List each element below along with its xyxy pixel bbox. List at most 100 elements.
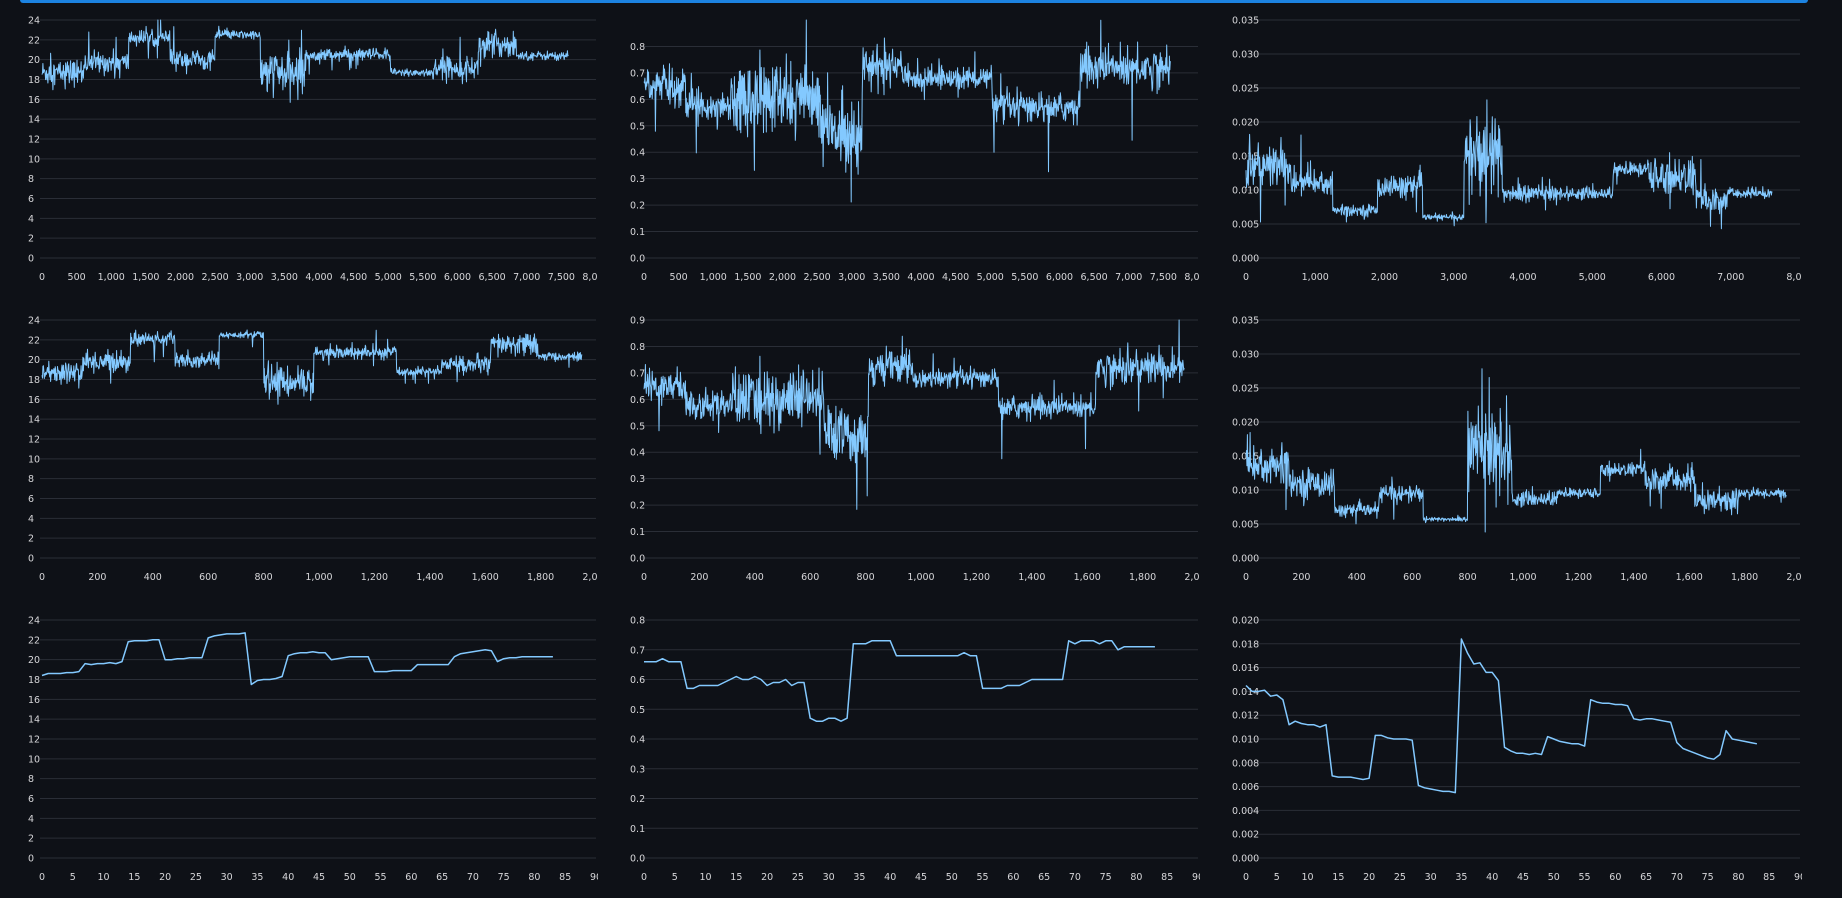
- y-tick-label: 0.9: [630, 316, 645, 327]
- x-tick-label: 6,000: [444, 272, 471, 283]
- x-tick-label: 75: [1702, 872, 1714, 883]
- y-tick-label: 0.1: [630, 227, 645, 238]
- y-tick-label: 0.000: [1232, 554, 1259, 565]
- y-tick-label: 4: [28, 814, 34, 825]
- y-tick-label: 0.8: [630, 616, 645, 627]
- x-tick-label: 15: [730, 872, 742, 883]
- y-tick-label: 20: [28, 355, 40, 366]
- y-tick-label: 0.6: [630, 395, 645, 406]
- x-tick-label: 1,200: [1565, 572, 1592, 583]
- y-tick-label: 8: [28, 774, 34, 785]
- y-tick-label: 14: [28, 115, 40, 126]
- x-tick-label: 10: [1302, 872, 1314, 883]
- x-tick-label: 0: [1243, 872, 1249, 883]
- y-tick-label: 24: [28, 316, 40, 327]
- chart-svg: 0.000 0.002 0.004 0.006 0.008 0.010 0.012 0.014…: [1232, 616, 1806, 884]
- x-tick-label: 7,500: [1150, 272, 1177, 283]
- x-tick-label: 3,000: [1440, 272, 1467, 283]
- x-tick-label: 55: [977, 872, 989, 883]
- y-tick-label: 2: [28, 234, 34, 245]
- y-tick-label: 22: [28, 635, 40, 646]
- y-tick-label: 0.015: [1232, 152, 1259, 163]
- y-tick-label: 0.000: [1232, 854, 1259, 865]
- line-chart-2: 0.0 0.1 0.2 0.3 0.4 0.5 0.6 0.7 0.8 0 500 1,000 1,50…: [602, 4, 1212, 294]
- x-tick-label: 2,500: [804, 272, 831, 283]
- x-tick-label: 30: [1425, 872, 1437, 883]
- series-line: [41, 19, 569, 103]
- x-tick-label: 1,000: [98, 272, 125, 283]
- line-chart-7: 0 2 4 6 8 10 12 14 16 18 20 22 24 0 5 10 15 20 25 30 35 40 45 5…: [0, 604, 602, 894]
- x-tick-label: 1,500: [734, 272, 761, 283]
- y-tick-label: 22: [28, 335, 40, 346]
- x-tick-label: 85: [1763, 872, 1775, 883]
- x-tick-label: 5,500: [1011, 272, 1038, 283]
- x-tick-label: 5,000: [977, 272, 1004, 283]
- y-tick-label: 0.002: [1232, 830, 1259, 841]
- x-tick-label: 8,000: [1786, 272, 1802, 283]
- x-tick-label: 4,500: [942, 272, 969, 283]
- x-tick-label: 500: [670, 272, 688, 283]
- y-tick-label: 0: [28, 854, 34, 865]
- y-tick-label: 0.020: [1232, 118, 1259, 129]
- line-chart-9: 0.000 0.002 0.004 0.006 0.008 0.010 0.012 0.014…: [1204, 604, 1806, 894]
- x-tick-label: 1,600: [472, 572, 499, 583]
- y-tick-label: 0.016: [1232, 663, 1259, 674]
- y-tick-label: 6: [28, 494, 34, 505]
- x-tick-label: 2,000: [167, 272, 194, 283]
- x-tick-label: 85: [1161, 872, 1173, 883]
- x-tick-label: 600: [1403, 572, 1421, 583]
- y-tick-label: 16: [28, 695, 40, 706]
- x-tick-label: 55: [375, 872, 387, 883]
- chart-svg: 0.0 0.1 0.2 0.3 0.4 0.5 0.6 0.7 0.8 0 500 1,000 1,50…: [630, 19, 1212, 283]
- y-tick-label: 0.1: [630, 824, 645, 835]
- series-line: [41, 329, 583, 405]
- x-tick-label: 7,000: [1717, 272, 1744, 283]
- x-tick-label: 2,000: [582, 572, 598, 583]
- y-tick-label: 0.010: [1232, 486, 1259, 497]
- y-tick-label: 0.4: [630, 735, 645, 746]
- x-tick-label: 1,800: [1129, 572, 1156, 583]
- x-tick-label: 7,000: [513, 272, 540, 283]
- x-tick-label: 1,000: [1302, 272, 1329, 283]
- x-tick-label: 40: [282, 872, 294, 883]
- x-tick-label: 3,500: [873, 272, 900, 283]
- x-tick-label: 1,200: [963, 572, 990, 583]
- y-tick-label: 0.025: [1232, 84, 1259, 95]
- x-tick-label: 2,500: [202, 272, 229, 283]
- x-tick-label: 50: [1548, 872, 1560, 883]
- x-tick-label: 8,000: [582, 272, 598, 283]
- x-tick-label: 45: [915, 872, 927, 883]
- y-tick-label: 2: [28, 534, 34, 545]
- x-tick-label: 90: [1192, 872, 1200, 883]
- y-tick-label: 0.035: [1232, 316, 1259, 327]
- x-tick-label: 600: [801, 572, 819, 583]
- x-tick-label: 0: [1243, 572, 1249, 583]
- x-tick-label: 25: [1394, 872, 1406, 883]
- x-tick-label: 6,000: [1046, 272, 1073, 283]
- y-tick-label: 0.1: [630, 527, 645, 538]
- line-chart-6: 0.000 0.005 0.010 0.015 0.020 0.025 0.030 0.035…: [1204, 304, 1814, 594]
- x-tick-label: 80: [528, 872, 540, 883]
- x-tick-label: 5,000: [1579, 272, 1606, 283]
- x-tick-label: 1,600: [1676, 572, 1703, 583]
- x-tick-label: 70: [1069, 872, 1081, 883]
- line-chart-4: 0 2 4 6 8 10 12 14 16 18 20 22 24 0 200 400 600 800 1,000 1…: [0, 304, 610, 594]
- y-tick-label: 0.2: [630, 794, 645, 805]
- x-tick-label: 1,400: [416, 572, 443, 583]
- x-tick-label: 1,800: [1731, 572, 1758, 583]
- y-tick-label: 0.004: [1232, 806, 1259, 817]
- y-tick-label: 0.035: [1232, 16, 1259, 27]
- x-tick-label: 5: [70, 872, 76, 883]
- y-tick-label: 10: [28, 154, 40, 165]
- x-tick-label: 45: [1517, 872, 1529, 883]
- x-tick-label: 70: [467, 872, 479, 883]
- x-tick-label: 3,500: [271, 272, 298, 283]
- y-tick-label: 22: [28, 35, 40, 46]
- x-tick-label: 600: [199, 572, 217, 583]
- chart-svg: 0.0 0.1 0.2 0.3 0.4 0.5 0.6 0.7 0.8 0 5 10 15 20 25 30 3…: [630, 616, 1204, 884]
- x-tick-label: 1,400: [1018, 572, 1045, 583]
- y-tick-label: 18: [28, 375, 40, 386]
